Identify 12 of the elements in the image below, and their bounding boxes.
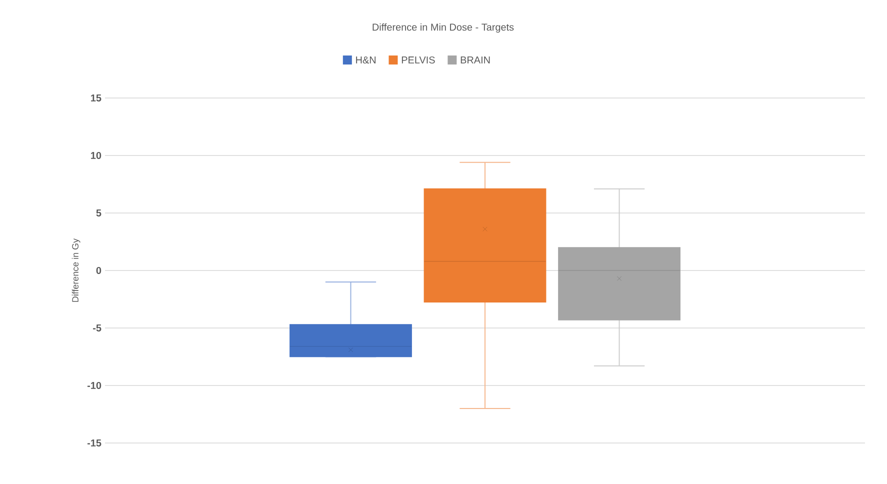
legend-label: PELVIS (402, 56, 435, 64)
y-tick-label: -10 (87, 382, 102, 390)
legend-label: BRAIN (460, 56, 490, 64)
y-tick-label: 10 (91, 152, 102, 160)
y-tick-label: 5 (96, 210, 102, 216)
y-tick-label: 15 (91, 94, 102, 102)
y-tick-label: -5 (93, 324, 102, 332)
legend-label: H&N (356, 56, 376, 64)
chart-title: Difference in Min Dose - Targets (372, 23, 514, 33)
y-axis-title: Difference in Gy (72, 238, 80, 302)
y-tick-label: -15 (87, 440, 102, 446)
y-tick-label: 0 (96, 266, 102, 274)
